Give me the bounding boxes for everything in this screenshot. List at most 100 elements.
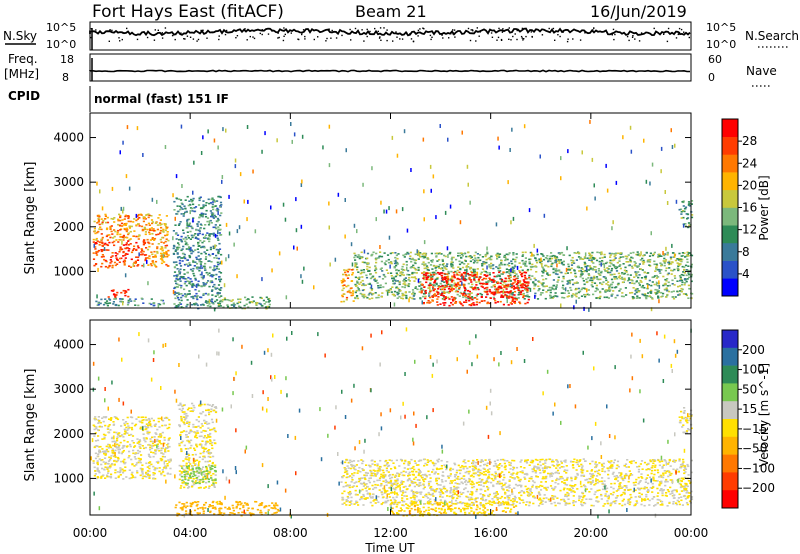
heatmap-cell (175, 197, 178, 199)
heatmap-cell (214, 224, 217, 226)
heatmap-cell (206, 305, 209, 307)
heatmap-cell (628, 258, 631, 261)
heatmap-cell (114, 449, 117, 452)
heatmap-cell (166, 231, 169, 233)
heatmap-cell (686, 261, 689, 263)
heatmap-cell (95, 427, 98, 430)
heatmap-cell (569, 271, 573, 274)
heatmap-cell (213, 513, 216, 515)
heatmap-cell (414, 253, 417, 256)
heatmap-cell (443, 298, 446, 301)
heatmap-cell (635, 253, 638, 256)
heatmap-cell (375, 268, 378, 270)
heatmap-cell (431, 275, 434, 278)
heatmap-cell (129, 443, 132, 446)
heatmap-cell (409, 255, 412, 257)
heatmap-cell (192, 261, 195, 263)
heatmap-cell (96, 455, 99, 457)
heatmap-cell (488, 289, 491, 291)
heatmap-cell (221, 300, 224, 303)
heatmap-cell (180, 202, 183, 205)
heatmap-cell (402, 283, 405, 285)
heatmap-cell (679, 208, 683, 211)
heatmap-cell (475, 276, 478, 278)
heatmap-cell (679, 290, 682, 292)
heatmap-cell (207, 294, 210, 296)
heatmap-cell (208, 202, 211, 205)
heatmap-cell (512, 297, 515, 300)
heatmap-cell (660, 264, 663, 267)
heatmap-cell (189, 283, 192, 286)
heatmap-cell (648, 295, 651, 297)
heatmap-cell (135, 418, 138, 420)
heatmap-cell (449, 251, 452, 254)
heatmap-cell (150, 219, 154, 221)
nsearch-dot (678, 31, 681, 34)
heatmap-cell (558, 269, 561, 271)
heatmap-cell (185, 470, 188, 473)
heatmap-cell (387, 272, 390, 274)
heatmap-cell (152, 230, 156, 232)
heatmap-cell (621, 256, 625, 258)
heatmap-cell (599, 295, 602, 298)
heatmap-cell (148, 242, 151, 245)
y-tick-label: 2000 (53, 220, 84, 234)
heatmap-speck (334, 257, 337, 262)
heatmap-cell (162, 419, 165, 422)
heatmap-cell (99, 241, 102, 244)
heatmap-cell (518, 291, 521, 294)
heatmap-cell (430, 284, 433, 286)
heatmap-cell (237, 512, 240, 514)
heatmap-cell (664, 289, 667, 291)
heatmap-speck (225, 128, 227, 133)
heatmap-cell (488, 266, 491, 268)
heatmap-cell (420, 287, 423, 290)
heatmap-cell (491, 279, 494, 281)
heatmap-cell (237, 298, 240, 301)
heatmap-cell (467, 251, 470, 254)
heatmap-cell (187, 246, 191, 248)
heatmap-cell (216, 234, 219, 237)
heatmap-cell (159, 417, 162, 420)
heatmap-cell (214, 288, 217, 290)
heatmap-cell (122, 255, 125, 257)
heatmap-cell (126, 416, 129, 419)
heatmap-cell (154, 423, 157, 425)
heatmap-cell (189, 463, 192, 465)
nsky-tick-top-left: 10^5 (46, 21, 76, 34)
heatmap-cell (569, 286, 572, 289)
heatmap-speck (467, 182, 469, 187)
heatmap-cell (443, 296, 446, 299)
heatmap-cell (117, 475, 120, 478)
heatmap-cell (205, 300, 208, 302)
heatmap-cell (145, 476, 148, 478)
heatmap-cell (141, 228, 144, 231)
heatmap-cell (204, 478, 207, 480)
heatmap-cell (118, 257, 122, 260)
nsearch-dot (161, 37, 164, 39)
heatmap-cell (178, 271, 181, 273)
heatmap-cell (379, 251, 382, 253)
heatmap-cell (368, 266, 371, 269)
heatmap-cell (402, 293, 405, 296)
heatmap-cell (366, 265, 369, 268)
heatmap-cell (683, 282, 687, 284)
heatmap-cell (486, 252, 489, 255)
heatmap-cell (427, 287, 430, 289)
heatmap-cell (146, 228, 149, 231)
heatmap-cell (200, 215, 203, 217)
heatmap-speck (451, 256, 453, 261)
heatmap-cell (119, 229, 122, 231)
heatmap-cell (187, 487, 190, 489)
heatmap-cell (167, 249, 170, 252)
heatmap-cell (473, 304, 476, 306)
heatmap-cell (116, 437, 119, 440)
heatmap-cell (137, 235, 140, 238)
heatmap-cell (274, 507, 277, 510)
heatmap-cell (568, 269, 571, 271)
heatmap-cell (147, 241, 150, 244)
heatmap-cell (142, 419, 145, 421)
heatmap-cell (93, 425, 96, 428)
heatmap-cell (424, 252, 427, 255)
heatmap-region (95, 297, 165, 307)
